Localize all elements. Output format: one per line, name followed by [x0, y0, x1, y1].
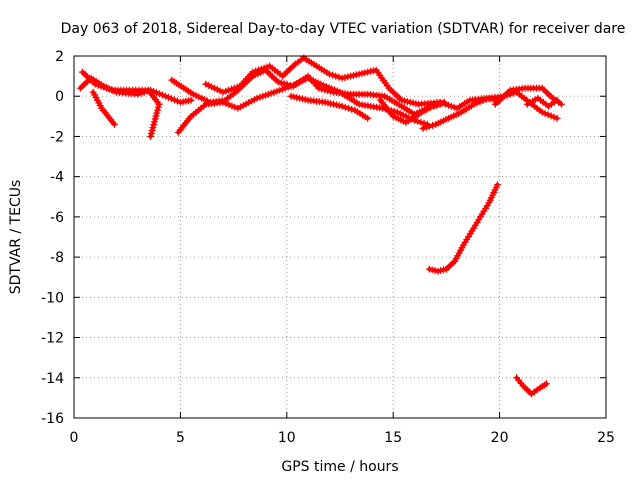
data-point: [431, 101, 439, 109]
y-tick-label: 0: [55, 89, 64, 105]
data-point: [476, 98, 484, 106]
series-track-3: [89, 88, 118, 128]
x-axis-label: GPS time / hours: [281, 459, 398, 475]
series-track-11: [523, 94, 561, 110]
data-point: [156, 90, 164, 98]
data-point: [274, 78, 282, 86]
x-tick-label: 15: [384, 430, 402, 446]
data-point: [547, 112, 555, 120]
x-tick-label: 20: [491, 430, 509, 446]
data-point: [341, 103, 349, 111]
y-tick-label: -8: [50, 250, 64, 266]
y-tick-label: -2: [50, 129, 64, 145]
y-tick-label: -14: [41, 371, 64, 387]
y-axis-label: SDTVAR / TECUs: [8, 180, 24, 295]
y-tick-label: -6: [50, 210, 64, 226]
data-point: [162, 92, 170, 100]
plot-frame: [73, 55, 607, 419]
data-point: [335, 73, 343, 81]
data-point: [187, 96, 195, 104]
data-point: [332, 72, 340, 80]
data-point: [553, 96, 561, 104]
data-point: [542, 380, 550, 388]
grid-lines: [74, 56, 606, 418]
data-point: [345, 104, 353, 112]
y-tick-label: -10: [41, 290, 64, 306]
data-point: [428, 102, 436, 110]
y-tick-label: 2: [55, 49, 64, 65]
y-tick-label: -16: [41, 411, 64, 427]
data-point: [325, 70, 333, 78]
data-point: [110, 120, 118, 128]
data-point: [225, 101, 233, 109]
data-point: [222, 99, 230, 107]
series-track-7: [287, 92, 372, 122]
data-point: [167, 95, 175, 103]
data-point: [434, 100, 442, 108]
series-track-5: [174, 74, 431, 136]
data-point: [348, 105, 356, 113]
data-point: [173, 97, 181, 105]
data-point: [219, 98, 227, 106]
data-point: [417, 118, 425, 126]
data-point: [425, 122, 433, 130]
data-series: [76, 54, 565, 398]
x-tick-label: 5: [176, 430, 185, 446]
data-point: [473, 99, 481, 107]
chart-title: Day 063 of 2018, Sidereal Day-to-day VTE…: [61, 21, 626, 37]
data-point: [329, 71, 337, 79]
data-point: [364, 114, 372, 122]
series-line: [427, 182, 500, 274]
x-tick-label: 10: [278, 430, 296, 446]
data-point: [550, 113, 558, 121]
data-point: [164, 93, 172, 101]
data-point: [544, 111, 552, 119]
data-point: [422, 123, 430, 131]
x-tick-label: 0: [70, 430, 79, 446]
data-point: [440, 98, 448, 106]
data-point: [479, 97, 487, 105]
data-point: [553, 114, 561, 122]
data-point: [470, 100, 478, 108]
series-track-4: [168, 66, 444, 118]
series-track-2: [79, 68, 163, 140]
data-point: [414, 117, 422, 125]
data-point: [437, 99, 445, 107]
data-point: [429, 121, 437, 129]
data-point: [228, 102, 236, 110]
data-point: [538, 108, 546, 116]
x-tick-label: 25: [597, 430, 615, 446]
data-point: [482, 95, 490, 103]
data-point: [541, 110, 549, 118]
data-point: [338, 102, 346, 110]
y-tick-label: -4: [50, 170, 64, 186]
data-point: [170, 96, 178, 104]
series-track-9: [419, 88, 561, 132]
data-point: [420, 119, 428, 127]
data-point: [159, 91, 167, 99]
y-tick-label: -12: [41, 331, 64, 347]
data-point: [147, 132, 155, 140]
series-track-13: [513, 374, 550, 398]
data-point: [153, 89, 161, 97]
data-point: [557, 100, 565, 108]
series-track-8: [376, 96, 448, 126]
data-point: [419, 124, 427, 132]
series-track-12: [425, 181, 501, 275]
data-point: [280, 80, 288, 88]
data-point: [277, 79, 285, 87]
data-point: [493, 181, 501, 189]
series-track-6: [202, 54, 504, 112]
